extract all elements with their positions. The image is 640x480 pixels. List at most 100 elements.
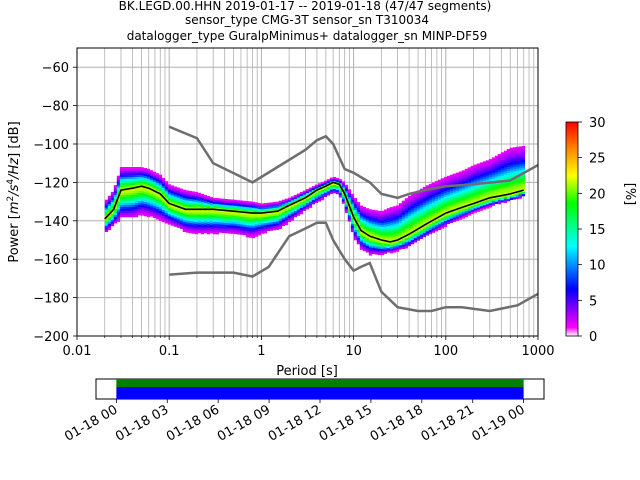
density-cell	[143, 184, 148, 187]
density-cell	[392, 222, 397, 225]
density-cell	[515, 148, 520, 152]
density-cell	[443, 194, 448, 198]
density-cell	[395, 235, 400, 238]
density-cell	[149, 198, 154, 201]
density-cell	[452, 173, 457, 176]
density-cell	[512, 189, 517, 192]
density-cell	[431, 194, 436, 197]
density-cell	[515, 184, 520, 188]
density-cell	[173, 190, 178, 193]
density-cell	[125, 193, 130, 196]
density-cell	[356, 214, 361, 217]
density-cell	[470, 201, 475, 205]
density-cell	[476, 185, 481, 188]
density-cell	[146, 178, 151, 182]
density-cell	[506, 153, 511, 156]
density-cell	[260, 225, 265, 228]
density-cell	[515, 194, 520, 198]
density-cell	[368, 249, 373, 252]
density-cell	[278, 210, 283, 213]
density-cell	[464, 200, 469, 204]
density-cell	[158, 200, 163, 203]
density-cell	[275, 225, 280, 228]
density-cell	[161, 187, 166, 191]
density-cell	[365, 232, 370, 235]
density-cell	[392, 218, 397, 221]
density-cell	[185, 194, 190, 197]
density-cell	[224, 229, 229, 232]
density-cell	[191, 227, 196, 230]
density-cell	[152, 195, 157, 198]
density-cell	[104, 223, 109, 226]
density-cell	[245, 225, 250, 228]
density-cell	[368, 221, 373, 224]
density-cell	[311, 190, 316, 193]
density-cell	[458, 173, 463, 176]
density-cell	[281, 205, 286, 208]
density-cell	[278, 222, 283, 225]
density-cell	[395, 205, 400, 208]
density-cell	[362, 244, 367, 248]
density-cell	[242, 228, 247, 232]
density-cell	[272, 222, 277, 225]
density-cell	[107, 223, 112, 227]
density-cell	[308, 189, 313, 192]
density-cell	[434, 185, 439, 188]
density-cell	[155, 207, 160, 210]
density-cell	[149, 206, 154, 209]
density-cell	[503, 198, 508, 201]
density-cell	[506, 185, 511, 188]
x-axis-ticks: 0.01 0.1 1 10 100 1000	[63, 336, 555, 359]
density-cell	[431, 230, 436, 233]
density-cell	[191, 217, 196, 220]
density-cell	[263, 207, 268, 210]
density-cell	[470, 175, 475, 179]
density-cell	[368, 233, 373, 236]
density-cell	[392, 238, 397, 241]
density-cell	[203, 194, 208, 198]
density-cell	[314, 196, 319, 199]
density-cell	[242, 200, 247, 204]
density-cell	[134, 193, 139, 196]
density-cell	[452, 179, 457, 182]
density-cell	[494, 159, 499, 162]
density-cell	[392, 242, 397, 245]
density-cell	[416, 204, 421, 207]
density-cell	[332, 191, 337, 194]
density-cell	[428, 217, 433, 221]
density-cell	[365, 222, 370, 225]
density-cell	[407, 197, 412, 201]
density-cell	[491, 163, 496, 166]
density-cell	[404, 216, 409, 219]
density-cell	[506, 161, 511, 164]
density-cell	[137, 197, 142, 200]
density-cell	[386, 218, 391, 221]
density-cell	[422, 196, 427, 200]
density-cell	[263, 221, 268, 224]
density-cell	[395, 225, 400, 228]
density-cell	[122, 173, 127, 176]
density-cell	[509, 169, 514, 172]
density-cell	[275, 227, 280, 230]
density-cell	[176, 201, 181, 204]
density-cell	[512, 187, 517, 190]
density-cell	[188, 194, 193, 198]
density-cell	[377, 236, 382, 240]
density-cell	[185, 230, 190, 233]
density-cell	[242, 204, 247, 208]
density-cell	[407, 243, 412, 247]
density-cell	[224, 221, 229, 224]
density-cell	[476, 169, 481, 172]
density-cell	[470, 203, 475, 207]
density-cell	[236, 224, 241, 227]
density-cell	[446, 175, 451, 179]
density-cell	[164, 189, 169, 192]
density-cell	[413, 212, 418, 215]
density-cell	[467, 209, 472, 212]
density-cell	[440, 212, 445, 215]
density-cell	[362, 232, 367, 236]
density-cell	[446, 221, 451, 225]
density-cell	[194, 201, 199, 205]
density-cell	[272, 202, 277, 205]
density-cell	[188, 198, 193, 202]
